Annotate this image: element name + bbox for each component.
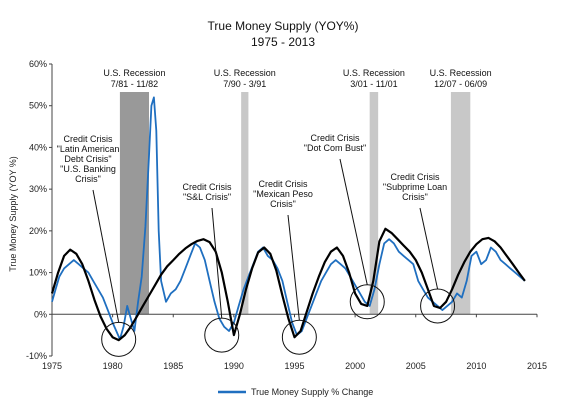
crisis-label-4: "Dot Com Bust"	[304, 143, 366, 153]
crisis-label-1: Crisis"	[75, 174, 101, 184]
recession-dates-3: 3/01 - 11/01	[350, 79, 397, 89]
legend-label: True Money Supply % Change	[251, 387, 373, 397]
recession-band-3	[369, 92, 379, 315]
crisis-circle-3	[281, 319, 317, 355]
crisis-callout-line-1	[92, 189, 120, 323]
crisis-label-2: "S&L Crisis"	[183, 192, 231, 202]
recession-dates-2: 7/90 - 3/91	[223, 79, 266, 89]
x-tick-label: 1980	[103, 361, 123, 371]
recession-band-1	[119, 92, 149, 315]
y-tick-label: -10%	[26, 351, 47, 361]
y-tick-label: 50%	[29, 101, 47, 111]
y-axis-label: True Money Supply (YOY %)	[8, 156, 18, 272]
crisis-label-3: Credit Crisis	[258, 179, 308, 189]
crisis-callout-line-4	[339, 158, 368, 285]
crisis-label-5: Crisis"	[402, 192, 428, 202]
crisis-label-3: Crisis"	[270, 199, 296, 209]
x-tick-label: 2015	[527, 361, 547, 371]
recession-label-4: U.S. Recession	[430, 68, 492, 78]
x-tick-label: 2000	[345, 361, 365, 371]
recession-dates-4: 12/07 - 06/09	[434, 79, 487, 89]
x-tick-label: 1975	[42, 361, 62, 371]
y-tick-label: 60%	[29, 59, 47, 69]
chart-subtitle: 1975 - 2013	[251, 35, 315, 49]
crisis-label-1: "U.S. Banking	[60, 164, 116, 174]
x-tick-label: 2005	[406, 361, 426, 371]
crisis-label-1: Credit Crisis	[63, 134, 113, 144]
crisis-label-1: "Latin American	[57, 144, 120, 154]
crisis-label-2: Credit Crisis	[182, 182, 232, 192]
axes: -10% 0% 10% 20% 30% 40% 50% 60% 1975 1980 1985 1990…	[26, 59, 547, 371]
crisis-label-4: Credit Crisis	[310, 133, 360, 143]
recession-label-1: U.S. Recession	[103, 68, 165, 78]
recession-dates-1: 7/81 - 11/82	[111, 79, 158, 89]
y-tick-label: 40%	[29, 142, 47, 152]
crisis-callout-line-5	[419, 207, 439, 290]
crisis-label-3: "Mexican Peso	[253, 189, 313, 199]
x-tick-label: 1995	[284, 361, 304, 371]
y-tick-label: 10%	[29, 268, 47, 278]
x-tick-label: 1985	[163, 361, 183, 371]
x-tick-label: 1990	[224, 361, 244, 371]
crisis-label-5: "Subprime Loan	[383, 182, 447, 192]
chart-title: True Money Supply (YOY%)	[208, 19, 359, 33]
y-tick-label: 30%	[29, 184, 47, 194]
recession-label-2: U.S. Recession	[214, 68, 276, 78]
crisis-label-5: Credit Crisis	[390, 172, 440, 182]
recession-band-2	[241, 92, 249, 315]
crisis-callout-line-3	[287, 214, 300, 321]
crisis-label-1: Debt Crisis"	[64, 154, 111, 164]
recession-label-3: U.S. Recession	[343, 68, 405, 78]
legend: True Money Supply % Change	[218, 387, 373, 397]
crisis-callout-line-2	[211, 207, 223, 319]
y-tick-label: 0%	[34, 309, 47, 319]
x-tick-label: 2010	[466, 361, 486, 371]
y-tick-label: 20%	[29, 226, 47, 236]
